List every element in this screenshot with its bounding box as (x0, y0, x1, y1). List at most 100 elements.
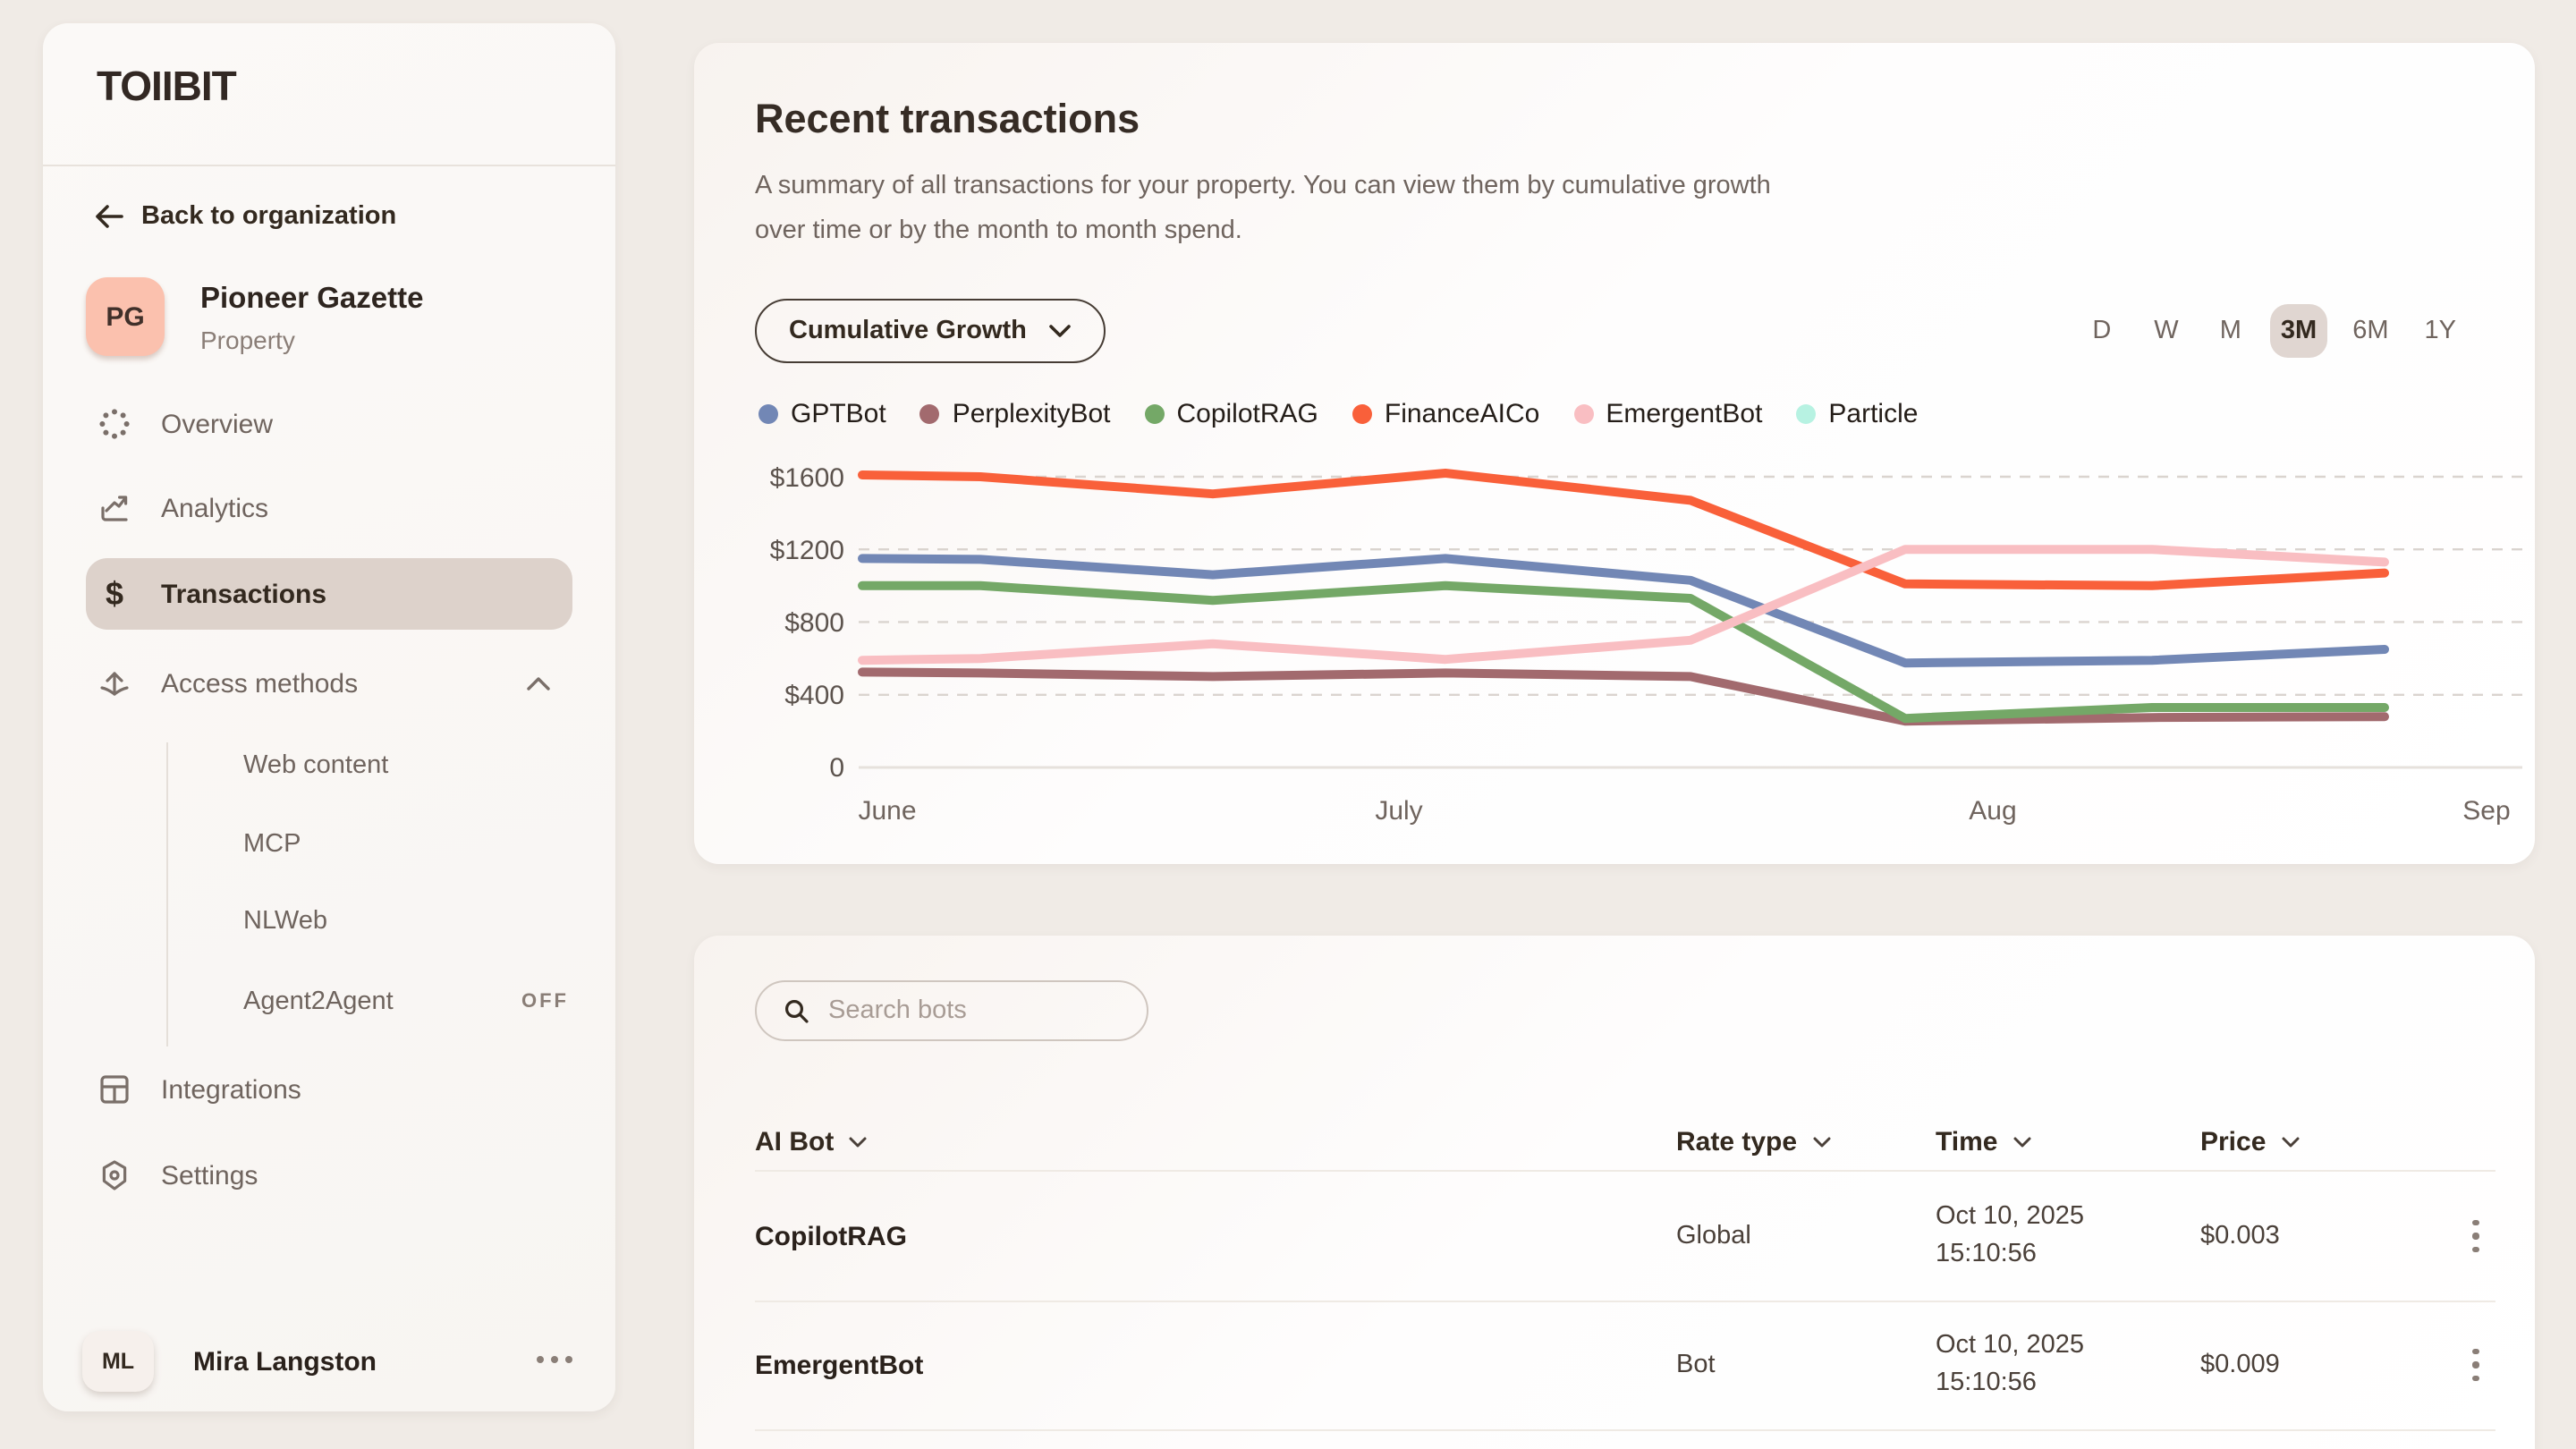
sub-item-label: Web content (243, 751, 389, 780)
cell-clock: 15:10:56 (1936, 1368, 2037, 1397)
legend-item: Particle (1796, 399, 1918, 429)
sidebar-item-agent2agent[interactable]: Agent2Agent (243, 982, 394, 1021)
trend-up-icon (97, 490, 132, 526)
subnav-indent-line (166, 742, 168, 1046)
time-range-selector: D W M 3M 6M 1Y (2077, 304, 2467, 358)
search-bots-field[interactable] (755, 980, 1148, 1041)
property-type-label: Property (200, 326, 295, 354)
sort-chevron-icon (2281, 1136, 2299, 1147)
sort-chevron-icon (2013, 1136, 2030, 1147)
legend-item: FinanceAICo (1352, 399, 1539, 429)
sidebar-item-web-content[interactable]: Web content (243, 746, 388, 785)
table-header-row: AI Bot Rate type Time Price (694, 1111, 2535, 1172)
series-line-copilotrag (858, 580, 2389, 724)
column-label: Rate type (1676, 1126, 1798, 1157)
column-label: Time (1936, 1126, 1998, 1157)
table-row[interactable]: EmergentBot Bot Oct 10, 2025 15:10:56 $0… (694, 1301, 2535, 1429)
page-title: Recent transactions (755, 97, 1140, 141)
arrow-left-icon (95, 204, 123, 229)
sort-chevron-icon (849, 1136, 867, 1147)
user-avatar: ML (82, 1331, 154, 1392)
grid-icon (97, 1072, 132, 1107)
legend-item: PerplexityBot (919, 399, 1111, 429)
view-mode-dropdown[interactable]: Cumulative Growth (755, 299, 1106, 363)
range-option-w[interactable]: W (2154, 317, 2179, 345)
sub-item-label: NLWeb (243, 907, 328, 936)
search-input[interactable] (828, 996, 1097, 1025)
legend-dot (1352, 404, 1372, 424)
sidebar: TOIIBIT Back to organization PG Pioneer … (43, 23, 615, 1411)
sidebar-item-label: Transactions (161, 579, 327, 609)
cell-price: $0.003 (2200, 1222, 2280, 1250)
sidebar-item-overview[interactable]: Overview (86, 388, 572, 460)
card-description: A summary of all transactions for your p… (755, 172, 1771, 245)
x-tick-label: Aug (1969, 796, 2016, 826)
legend-dot (1573, 404, 1594, 424)
cell-rate-type: Bot (1676, 1351, 1716, 1379)
sidebar-item-label: Integrations (161, 1074, 301, 1105)
arrow-up-branch-icon (97, 665, 132, 701)
y-tick-label: 0 (829, 753, 844, 783)
property-avatar: PG (86, 277, 165, 356)
sidebar-item-transactions[interactable]: $ Transactions (86, 558, 572, 630)
row-kebab-menu-icon[interactable] (2462, 1348, 2490, 1382)
y-tick-label: $800 (784, 608, 844, 638)
sidebar-item-label: Analytics (161, 493, 269, 523)
user-menu-ellipsis-icon[interactable] (537, 1356, 572, 1363)
range-option-d[interactable]: D (2092, 317, 2112, 345)
cell-bot-name: CopilotRAG (755, 1221, 907, 1251)
legend-dot (1144, 404, 1165, 424)
series-line-financeaico (858, 469, 2389, 590)
cell-date: Oct 10, 2025 (1936, 1202, 2085, 1231)
sort-chevron-icon (1812, 1136, 1830, 1147)
user-initials: ML (101, 1349, 135, 1374)
series-line-perplexitybot (858, 667, 2389, 726)
column-header-price[interactable]: Price (2200, 1126, 2462, 1157)
user-name: Mira Langston (193, 1347, 377, 1377)
sidebar-item-label: Overview (161, 409, 274, 439)
x-tick-label: July (1375, 796, 1422, 826)
cell-clock: 15:10:56 (1936, 1240, 2037, 1268)
view-mode-value: Cumulative Growth (789, 317, 1027, 345)
range-option-3m[interactable]: 3M (2269, 304, 2328, 358)
range-option-1y[interactable]: 1Y (2424, 317, 2457, 345)
sidebar-item-nlweb[interactable]: NLWeb (243, 902, 327, 941)
sidebar-item-mcp[interactable]: MCP (243, 825, 301, 864)
column-header-rate-type[interactable]: Rate type (1676, 1126, 1936, 1157)
property-initials: PG (106, 301, 145, 332)
y-tick-label: $1200 (770, 536, 844, 565)
sidebar-item-integrations[interactable]: Integrations (86, 1054, 572, 1125)
dots-circle-icon (97, 406, 132, 442)
sidebar-item-label: Access methods (161, 668, 359, 699)
legend-label: PerplexityBot (952, 399, 1111, 429)
range-option-6m[interactable]: 6M (2352, 317, 2389, 345)
y-tick-label: $400 (784, 681, 844, 710)
legend-dot (1796, 404, 1817, 424)
legend-label: FinanceAICo (1384, 399, 1540, 429)
table-row[interactable]: CopilotRAG Global Oct 10, 2025 15:10:56 … (694, 1172, 2535, 1301)
table-divider (755, 1170, 2496, 1172)
sidebar-item-settings[interactable]: Settings (86, 1140, 572, 1211)
recent-transactions-card: Recent transactions A summary of all tra… (694, 43, 2535, 864)
back-to-organization-link[interactable]: Back to organization (95, 202, 396, 231)
legend-label: Particle (1828, 399, 1919, 429)
back-label: Back to organization (141, 202, 397, 231)
legend-item: GPTBot (758, 399, 886, 429)
range-option-m[interactable]: M (2219, 317, 2241, 345)
column-header-ai-bot[interactable]: AI Bot (755, 1126, 1676, 1157)
column-header-time[interactable]: Time (1936, 1126, 2200, 1157)
sidebar-item-analytics[interactable]: Analytics (86, 472, 572, 544)
tollbit-logo: TOIIBIT (97, 63, 237, 109)
row-kebab-menu-icon[interactable] (2462, 1219, 2490, 1253)
sidebar-item-label: Settings (161, 1160, 258, 1191)
sidebar-item-access-methods[interactable]: Access methods (86, 648, 572, 719)
search-icon (782, 996, 810, 1025)
table-divider (755, 1301, 2496, 1302)
legend-item: CopilotRAG (1144, 399, 1318, 429)
chevron-up-icon[interactable] (526, 675, 551, 691)
chart-series-lines (858, 469, 2389, 726)
chevron-down-icon (1048, 324, 1072, 338)
x-tick-label: Sep (2462, 796, 2510, 826)
transactions-line-chart: $1600 $1200 $800 $400 0 June July Aug Se… (770, 465, 2522, 826)
series-line-gptbot (858, 554, 2389, 668)
